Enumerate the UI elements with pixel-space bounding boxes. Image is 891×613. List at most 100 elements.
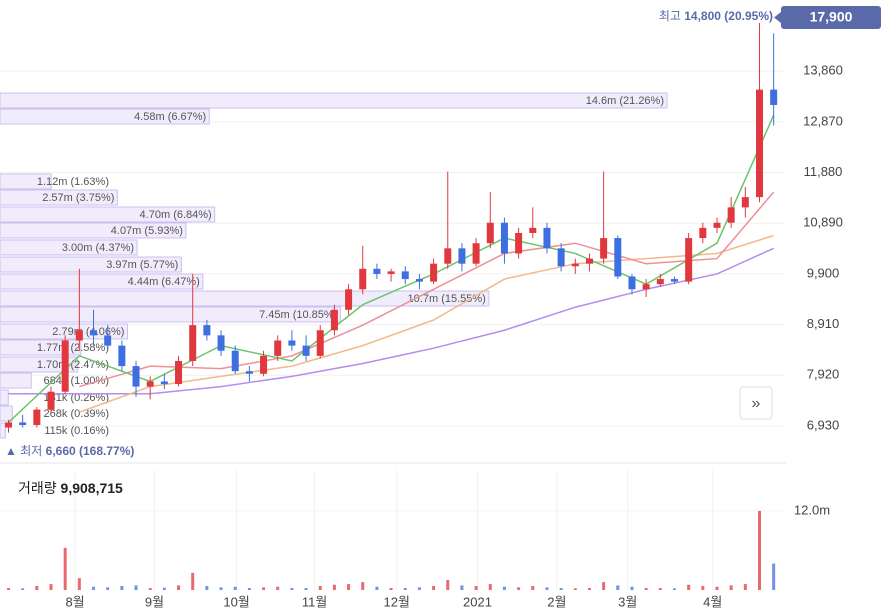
candle-body bbox=[430, 263, 438, 282]
volume-bar bbox=[361, 582, 365, 590]
profile-value: 3.00m bbox=[62, 242, 93, 254]
candle-body bbox=[175, 360, 183, 385]
profile-value: 4.07m bbox=[111, 225, 142, 237]
profile-value: 7.45m bbox=[259, 309, 290, 321]
volume-bar bbox=[205, 586, 209, 590]
volume-bar bbox=[7, 588, 11, 590]
scroll-button[interactable] bbox=[739, 386, 773, 420]
profile-bar bbox=[0, 222, 187, 239]
volume-bar bbox=[602, 582, 606, 590]
candle-body bbox=[260, 355, 268, 374]
profile-percent: (4.37%) bbox=[96, 242, 135, 254]
candle-body bbox=[104, 335, 112, 346]
last-price: 17,900 bbox=[810, 9, 853, 25]
volume-bar bbox=[262, 587, 266, 590]
candle-body bbox=[118, 345, 126, 367]
volume-bar bbox=[148, 588, 152, 590]
y-tick-label: 9,900 bbox=[807, 265, 840, 280]
profile-bar bbox=[0, 256, 182, 273]
profile-label: 1.77m (2.58%) bbox=[37, 342, 109, 354]
profile-percent: (21.26%) bbox=[619, 95, 664, 107]
labels: 6,930 7,920 8,910 9,900 10,890 11,880 12,870 13… bbox=[5, 9, 843, 609]
profile-percent: (5.77%) bbox=[140, 259, 179, 271]
profile-label: 4.58m (6.67%) bbox=[134, 111, 206, 123]
volume-bar bbox=[417, 587, 421, 590]
candle-body bbox=[699, 227, 707, 239]
volume-bar bbox=[177, 585, 181, 590]
y-tick-label: 11,880 bbox=[804, 164, 843, 179]
profile-percent: (1.63%) bbox=[70, 176, 109, 188]
volume-bar bbox=[701, 586, 705, 590]
x-tick-label: 12월 bbox=[384, 594, 410, 609]
last-price-pointer bbox=[774, 12, 781, 23]
candle-body bbox=[543, 227, 551, 249]
y-tick-label: 10,890 bbox=[803, 215, 843, 230]
volume-bar bbox=[92, 586, 96, 590]
volume-bar bbox=[403, 588, 407, 590]
profile-value: 3.97m bbox=[106, 259, 137, 271]
high-title: 최고 bbox=[659, 9, 681, 23]
volume-bar bbox=[106, 587, 110, 590]
profile-label: 1.12m (1.63%) bbox=[37, 176, 109, 188]
volume-bar bbox=[474, 586, 478, 590]
high-marker: 최고 14,800 (20.95%) bbox=[659, 9, 773, 23]
profile-percent: (10.85%) bbox=[293, 309, 338, 321]
candle-body bbox=[458, 248, 466, 264]
y-tick-label: 13,860 bbox=[803, 63, 843, 78]
candle-body bbox=[713, 222, 721, 228]
high-change: (20.95%) bbox=[724, 9, 773, 23]
candle-body bbox=[642, 284, 650, 290]
low-value: 6,660 bbox=[46, 444, 76, 458]
profile-label: 2.57m (3.75%) bbox=[42, 192, 114, 204]
profile-bar bbox=[0, 189, 118, 206]
profile-percent: (0.16%) bbox=[70, 425, 109, 437]
candle-body bbox=[75, 330, 83, 341]
candle-body bbox=[146, 381, 154, 387]
profile-bar bbox=[0, 206, 216, 223]
volume-bar bbox=[77, 578, 81, 590]
x-tick-label: 2021 bbox=[463, 594, 492, 609]
volume-bar bbox=[49, 584, 53, 590]
volume-last: 9,908,715 bbox=[61, 480, 123, 496]
volume-bar bbox=[446, 580, 450, 590]
profile-value: 4.70m bbox=[140, 209, 171, 221]
x-tick-label: 2월 bbox=[547, 594, 566, 609]
last-price-box bbox=[781, 6, 881, 29]
candle-body bbox=[770, 89, 778, 105]
profile-bar bbox=[0, 173, 52, 190]
candle-body bbox=[330, 309, 338, 331]
volume-bar bbox=[672, 588, 676, 590]
candle-body bbox=[515, 232, 523, 254]
low-title: ▲ 최저 bbox=[5, 444, 42, 458]
scroll-icon[interactable]: » bbox=[752, 395, 761, 412]
profile-label: 14.6m (21.26%) bbox=[586, 95, 664, 107]
volume-bar bbox=[63, 547, 67, 590]
volume-bar bbox=[389, 588, 393, 590]
profile-label: 10.7m (15.55%) bbox=[408, 293, 486, 305]
profile-value: 10.7m bbox=[408, 293, 439, 305]
candles bbox=[5, 23, 778, 433]
profile-bar bbox=[0, 405, 13, 422]
volume-bar bbox=[120, 586, 124, 590]
candle-body bbox=[685, 238, 693, 282]
candle-body bbox=[415, 279, 423, 282]
y-tick-label: 7,920 bbox=[807, 367, 840, 382]
volume-bar bbox=[687, 584, 691, 590]
y-tick-label: 12,870 bbox=[803, 113, 843, 128]
moving-average bbox=[79, 234, 774, 413]
candle-body bbox=[231, 350, 239, 372]
candle-body bbox=[727, 207, 735, 223]
candle-body bbox=[585, 258, 593, 264]
candle-body bbox=[19, 422, 27, 425]
candle-body bbox=[245, 371, 253, 374]
x-tick-label: 9월 bbox=[145, 594, 164, 609]
volume-bar bbox=[375, 586, 379, 590]
volume-bar bbox=[644, 588, 648, 590]
profile-value: 2.79m bbox=[52, 326, 83, 338]
profile-bar bbox=[0, 356, 79, 373]
candle-body bbox=[500, 222, 508, 254]
profile-percent: (3.75%) bbox=[76, 192, 115, 204]
profile-value: 1.12m bbox=[37, 176, 68, 188]
candle-body bbox=[217, 335, 225, 351]
